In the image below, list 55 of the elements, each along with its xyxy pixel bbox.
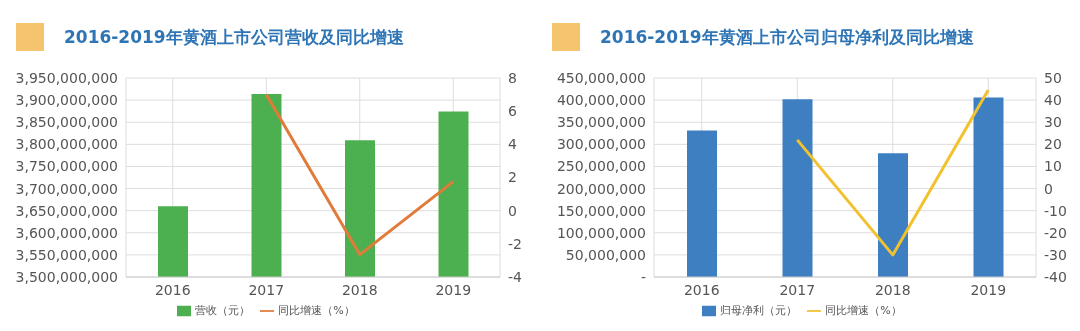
bar: [878, 153, 908, 277]
bar: [782, 99, 813, 277]
y-tick-label: 3,850,000,000: [15, 114, 118, 131]
x-tick-label: 2019: [435, 281, 472, 298]
y-tick-label: 300,000,000: [556, 136, 646, 153]
y2-tick-label: 20: [1044, 136, 1062, 153]
y-tick-label: 150,000,000: [556, 202, 646, 219]
y2-tick-label: 30: [1044, 114, 1062, 131]
y2-tick-label: 50: [1044, 69, 1062, 86]
x-tick-label: 2016: [683, 281, 720, 298]
y-tick-label: 3,950,000,000: [15, 69, 118, 86]
legend-label: 同比增速（%）: [278, 304, 355, 317]
y-tick-label: 3,650,000,000: [15, 202, 118, 219]
y2-tick-label: 6: [508, 103, 517, 120]
y2-tick-label: 2: [508, 169, 517, 186]
x-tick-label: 2017: [248, 281, 285, 298]
y2-tick-label: -10: [1044, 202, 1067, 219]
y-tick-label: 450,000,000: [556, 69, 646, 86]
x-tick-label: 2018: [874, 281, 911, 298]
y-tick-label: 3,600,000,000: [15, 224, 118, 241]
y-tick-label: 250,000,000: [556, 158, 646, 175]
legend-label: 归母净利（元）: [720, 304, 798, 317]
x-tick-label: 2017: [779, 281, 816, 298]
y-tick-label: 200,000,000: [556, 180, 646, 197]
y-tick-label: 350,000,000: [556, 114, 646, 131]
y-tick-label: 3,900,000,000: [15, 92, 118, 109]
chart-title: 2016-2019年黄酒上市公司营收及同比增速: [64, 25, 404, 49]
y-tick-label: 3,800,000,000: [15, 136, 118, 153]
bar: [687, 130, 717, 277]
y2-tick-label: 0: [508, 202, 517, 219]
x-tick-label: 2018: [341, 281, 378, 298]
legend-label: 营收（元）: [195, 304, 251, 317]
y2-tick-label: 8: [508, 69, 517, 86]
y-tick-label: 50,000,000: [565, 246, 646, 263]
y2-tick-label: -40: [1044, 268, 1067, 285]
y2-tick-label: 40: [1044, 92, 1062, 109]
y2-tick-label: -20: [1044, 224, 1067, 241]
y2-tick-label: -4: [508, 268, 523, 285]
y2-tick-label: -2: [508, 235, 522, 252]
y2-tick-label: 10: [1044, 158, 1062, 175]
y-tick-label: 100,000,000: [556, 224, 646, 241]
x-tick-label: 2019: [970, 281, 1007, 298]
y2-tick-label: 4: [508, 136, 517, 153]
chart-title: 2016-2019年黄酒上市公司归母净利及同比增速: [600, 25, 974, 49]
y-tick-label: 3,750,000,000: [15, 158, 118, 175]
bar: [973, 97, 1004, 277]
legend-label: 同比增速（%）: [825, 304, 902, 317]
y-tick-label: 3,500,000,000: [15, 268, 118, 285]
y2-tick-label: -30: [1044, 246, 1067, 263]
y2-tick-label: 0: [1044, 180, 1053, 197]
y-tick-label: -: [640, 268, 646, 285]
y-tick-label: 3,550,000,000: [15, 246, 118, 263]
x-tick-label: 2016: [154, 281, 191, 298]
y-tick-label: 3,700,000,000: [15, 180, 118, 197]
y-tick-label: 400,000,000: [556, 92, 646, 109]
